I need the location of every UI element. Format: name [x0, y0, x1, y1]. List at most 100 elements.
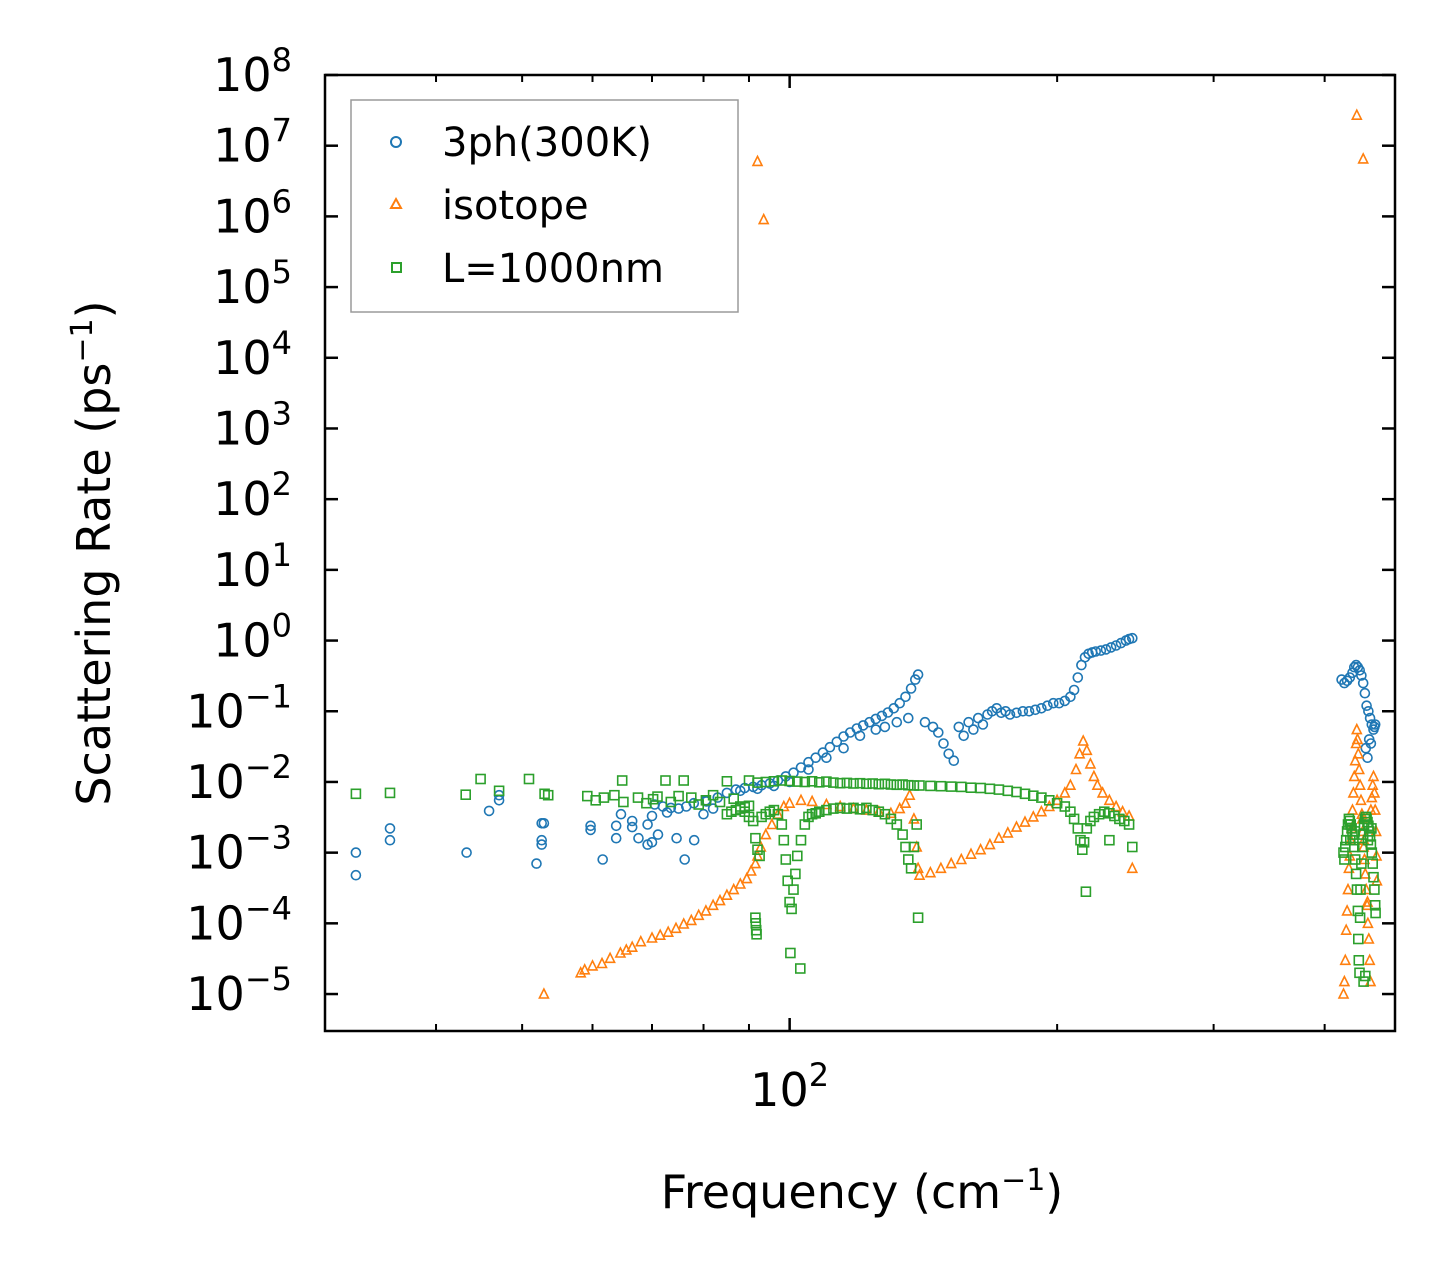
data-point	[919, 716, 931, 728]
data-point	[1105, 642, 1117, 653]
data-point	[662, 925, 674, 938]
data-point	[1363, 820, 1374, 832]
data-point	[752, 844, 763, 856]
y-tick-label: 10−5	[186, 960, 292, 1021]
data-point	[861, 802, 872, 814]
data-point	[734, 877, 747, 889]
data-point	[1362, 916, 1374, 929]
data-point	[899, 796, 912, 809]
data-point	[795, 762, 807, 773]
data-point	[885, 813, 897, 825]
data-point	[752, 783, 763, 795]
data-point	[908, 780, 920, 791]
data-point	[776, 819, 788, 830]
data-point	[795, 793, 807, 806]
data-point	[604, 951, 616, 964]
legend-label-isotope: isotope	[442, 183, 589, 229]
data-point	[1359, 687, 1371, 699]
data-point	[1361, 898, 1373, 911]
data-point	[821, 776, 832, 787]
y-tick-label: 107	[213, 112, 292, 173]
data-point	[1091, 778, 1104, 791]
data-point	[654, 928, 666, 941]
data-point	[1084, 757, 1097, 769]
data-point	[626, 815, 638, 827]
data-point	[1343, 861, 1355, 874]
data-point	[1366, 847, 1378, 858]
data-point	[1064, 778, 1077, 791]
data-point	[912, 669, 924, 680]
data-point	[1077, 844, 1088, 856]
y-tick-label: 10−1	[186, 677, 292, 738]
data-point	[1363, 932, 1375, 944]
data-point	[984, 837, 996, 850]
data-point	[925, 780, 936, 792]
data-point	[665, 796, 677, 808]
data-point	[670, 921, 682, 934]
data-point	[1358, 976, 1369, 987]
series-2	[350, 773, 1381, 987]
data-point	[1126, 861, 1139, 874]
data-point	[721, 888, 733, 901]
data-point	[1367, 769, 1380, 782]
data-point	[1070, 762, 1082, 775]
data-point	[1370, 907, 1381, 919]
data-point	[1360, 970, 1371, 982]
data-point	[885, 779, 897, 790]
data-point	[688, 834, 700, 846]
data-point	[870, 713, 882, 725]
data-point	[1369, 719, 1381, 730]
data-point	[1369, 899, 1381, 911]
data-point	[760, 827, 772, 840]
legend-marker-triangle	[389, 196, 403, 209]
data-point	[806, 808, 818, 820]
data-point	[968, 724, 979, 735]
data-point	[751, 154, 764, 167]
data-point	[1352, 747, 1365, 759]
data-point	[902, 712, 914, 724]
data-point	[1023, 705, 1035, 717]
data-point	[727, 882, 740, 895]
data-point	[1065, 806, 1076, 818]
data-point	[1339, 953, 1352, 966]
data-point	[1043, 799, 1056, 812]
data-point	[873, 778, 885, 790]
x-axis-title: Frequency (cm−1)	[661, 1163, 1064, 1219]
data-point	[632, 792, 644, 803]
data-point	[677, 917, 690, 929]
data-point	[766, 817, 778, 830]
data-point	[1019, 815, 1031, 827]
data-point	[1051, 797, 1063, 809]
data-point	[963, 716, 974, 728]
data-point	[831, 736, 843, 748]
data-point	[914, 780, 925, 791]
data-point	[1073, 747, 1086, 759]
data-point	[1357, 152, 1369, 164]
data-point	[1368, 786, 1381, 798]
data-point	[891, 716, 903, 728]
legend-entry-3ph: 3ph(300K)	[390, 120, 652, 166]
data-point	[1017, 705, 1029, 717]
data-point	[1080, 886, 1092, 898]
data-point	[1339, 854, 1350, 865]
data-point	[1053, 697, 1065, 709]
data-point	[493, 785, 505, 797]
data-point	[1048, 697, 1059, 709]
data-point	[903, 788, 916, 801]
data-point	[1346, 823, 1357, 834]
y-tick-label: 108	[213, 41, 292, 102]
data-point	[1365, 738, 1377, 749]
data-point	[834, 777, 846, 789]
data-point	[938, 738, 949, 749]
data-point	[741, 871, 753, 884]
data-point	[1100, 644, 1112, 655]
data-point	[1369, 884, 1380, 895]
data-point	[531, 858, 542, 869]
data-point	[1036, 792, 1047, 803]
data-point	[1366, 823, 1377, 834]
data-point	[536, 839, 548, 850]
data-point	[965, 847, 977, 860]
data-point	[1366, 778, 1379, 791]
data-point	[943, 748, 955, 760]
data-point	[1059, 786, 1071, 798]
